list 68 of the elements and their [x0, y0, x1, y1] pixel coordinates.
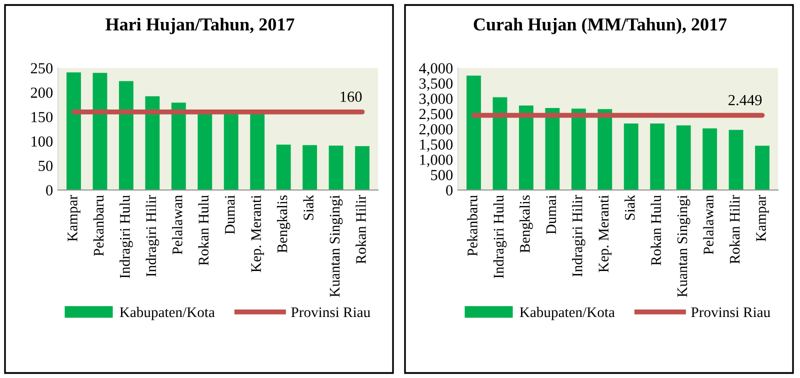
- bar: [92, 72, 108, 190]
- x-tick-label: Kep. Meranti: [251, 195, 264, 272]
- bar: [545, 108, 560, 190]
- y-tick-label: 3,500: [419, 78, 453, 91]
- x-tick-label: Kuantan Singingi: [677, 195, 690, 297]
- x-tick-label: Rokan Hilir: [729, 194, 740, 264]
- bar: [118, 81, 134, 190]
- legend-label: Provinsi Riau: [291, 307, 370, 318]
- bar: [66, 72, 81, 190]
- y-tick-label: 2,500: [419, 108, 453, 122]
- y-tick-label: 150: [32, 112, 53, 122]
- x-tick-label: Kampar: [756, 194, 769, 242]
- bar: [571, 108, 586, 190]
- y-tick-label: 100: [32, 136, 53, 147]
- y-tick-label: 200: [30, 88, 53, 98]
- data-label: 160: [340, 92, 362, 102]
- x-tick-label: Indragiri Hulu: [120, 195, 133, 278]
- y-tick-label: 0: [46, 185, 53, 196]
- x-tick-label: Bengkalis: [520, 195, 533, 253]
- x-tick-label: Pelalawan: [703, 195, 714, 254]
- bar: [598, 109, 612, 190]
- y-tick-label: 50: [38, 160, 53, 172]
- legend-label: Kabupaten/Kota: [120, 306, 215, 320]
- bar: [355, 146, 370, 190]
- y-tick-label: 1,500: [420, 139, 453, 152]
- x-tick-label: Siak: [303, 194, 314, 220]
- x-tick-label: Bengkalis: [276, 195, 290, 253]
- bar: [728, 130, 744, 190]
- legend-label: Provinsi Riau: [691, 307, 770, 318]
- y-tick-label: 250: [30, 63, 53, 74]
- x-tick-label: Rokan Hulu: [650, 195, 661, 266]
- x-tick-label: Indragiri Hilir: [146, 194, 160, 277]
- bar: [302, 145, 318, 190]
- bar: [145, 96, 160, 190]
- x-tick-label: Pelalawan: [172, 195, 182, 254]
- x-tick-label: Pekanbaru: [467, 195, 478, 256]
- chart-title: Curah Hujan (MM/Tahun), 2017: [474, 18, 727, 34]
- x-tick-label: Pekanbaru: [93, 195, 104, 256]
- bar: [466, 76, 481, 190]
- chart-title: Hari Hujan/Tahun, 2017: [106, 18, 294, 34]
- y-tick-label: 0: [446, 185, 453, 196]
- bar: [492, 97, 508, 190]
- x-tick-label: Dumai: [546, 195, 556, 234]
- bar: [650, 124, 665, 190]
- x-tick-label: Kep. Meranti: [598, 195, 612, 272]
- bar: [518, 106, 534, 190]
- x-tick-label: Kuantan Singingi: [330, 195, 343, 297]
- bar: [624, 124, 638, 190]
- x-tick-label: Indragiri Hulu: [493, 195, 507, 278]
- bar: [676, 125, 691, 190]
- x-tick-label: Rokan Hilir: [356, 194, 366, 264]
- annotation: 2.449: [728, 94, 762, 106]
- bar: [755, 146, 770, 190]
- bar: [702, 128, 718, 190]
- bar: [276, 144, 291, 190]
- y-tick-label: 2,000: [419, 124, 453, 137]
- bar: [171, 102, 186, 190]
- x-tick-label: Kampar: [68, 194, 80, 242]
- x-tick-label: Rokan Hulu: [198, 195, 209, 266]
- bar: [328, 146, 344, 190]
- x-tick-label: Indragiri Hilir: [572, 194, 586, 277]
- y-tick-label: 3,000: [419, 94, 453, 106]
- y-tick-label: 4,000: [419, 63, 453, 76]
- x-tick-label: Siak: [624, 194, 635, 220]
- y-tick-label: 500: [431, 170, 453, 180]
- legend-label: Kabupaten/Kota: [520, 306, 615, 320]
- y-tick-label: 1,000: [420, 154, 453, 168]
- x-tick-label: Dumai: [224, 195, 235, 234]
